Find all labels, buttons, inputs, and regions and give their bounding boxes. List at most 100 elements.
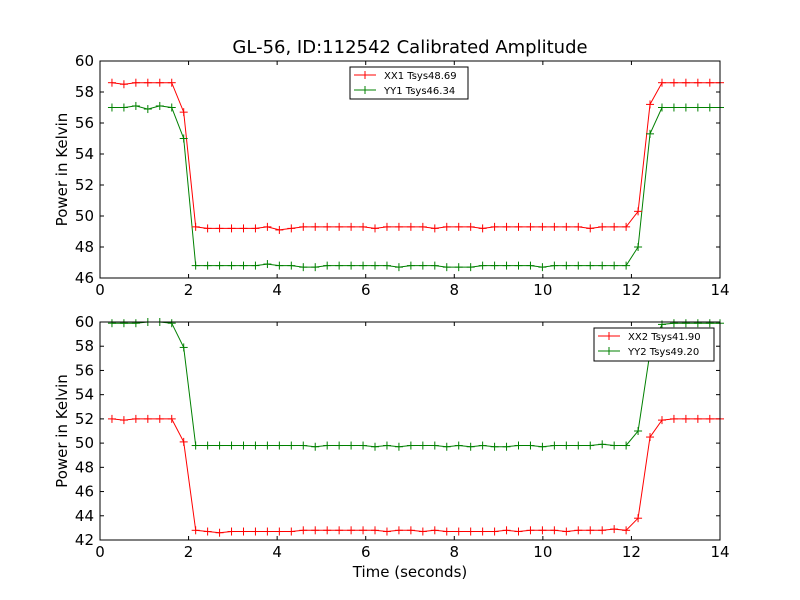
data-point xyxy=(514,441,523,450)
data-point xyxy=(382,441,391,450)
data-point xyxy=(143,105,152,114)
data-point xyxy=(251,441,260,450)
data-point xyxy=(562,261,571,270)
data-point xyxy=(502,442,511,451)
top-legend-entries: XX1 Tsys48.69 YY1 Tsys46.34 xyxy=(354,71,457,97)
data-point xyxy=(693,78,702,87)
y-tick-label: 48 xyxy=(75,238,94,256)
data-point xyxy=(418,261,427,270)
data-point xyxy=(622,526,631,535)
data-point xyxy=(454,263,463,272)
data-point xyxy=(311,222,320,231)
y-tick-label: 42 xyxy=(75,531,94,549)
data-point xyxy=(610,525,619,534)
data-point xyxy=(442,222,451,231)
data-point xyxy=(610,261,619,270)
data-point xyxy=(287,441,296,450)
data-point xyxy=(287,224,296,233)
data-point xyxy=(227,261,236,270)
series-line-1 xyxy=(112,321,720,448)
y-tick-label: 50 xyxy=(75,207,94,225)
data-point xyxy=(669,103,678,112)
data-point xyxy=(335,441,344,450)
data-point xyxy=(406,261,415,270)
data-point xyxy=(263,260,272,269)
data-point xyxy=(514,527,523,536)
data-point xyxy=(119,80,128,89)
data-point xyxy=(502,526,511,535)
data-point xyxy=(155,414,164,423)
data-point xyxy=(203,261,212,270)
data-point xyxy=(646,433,655,442)
data-point xyxy=(311,263,320,272)
data-point xyxy=(167,319,176,328)
x-tick-label: 6 xyxy=(361,543,371,561)
data-point xyxy=(323,222,332,231)
data-point xyxy=(371,526,380,535)
data-point xyxy=(251,527,260,536)
data-point xyxy=(705,103,714,112)
data-point xyxy=(574,222,583,231)
data-point xyxy=(323,526,332,535)
data-point xyxy=(275,261,284,270)
data-point xyxy=(466,527,475,536)
bottom-series-lines xyxy=(111,321,720,534)
data-point xyxy=(359,526,368,535)
data-point xyxy=(251,224,260,233)
y-tick-label: 52 xyxy=(75,410,94,428)
legend-label: YY2 Tsys49.20 xyxy=(627,347,699,358)
data-point xyxy=(119,103,128,112)
data-point xyxy=(119,416,128,425)
y-tick-label: 58 xyxy=(75,337,94,355)
data-point xyxy=(394,526,403,535)
bottom-axes-frame xyxy=(99,321,721,541)
data-point xyxy=(131,101,140,110)
data-point xyxy=(442,442,451,451)
x-tick-label: 0 xyxy=(95,281,105,299)
x-tick-label: 8 xyxy=(450,281,460,299)
data-point xyxy=(406,222,415,231)
y-tick-label: 46 xyxy=(75,269,94,287)
data-point xyxy=(371,442,380,451)
data-point xyxy=(382,527,391,536)
data-point xyxy=(598,526,607,535)
data-point xyxy=(167,78,176,87)
data-point xyxy=(705,319,714,328)
data-point xyxy=(502,261,511,270)
data-point xyxy=(394,222,403,231)
data-point xyxy=(191,261,200,270)
data-point xyxy=(203,224,212,233)
data-point xyxy=(347,441,356,450)
bottom-legend-entries: XX2 Tsys41.90 YY2 Tsys49.20 xyxy=(598,332,701,358)
legend-label: XX2 Tsys41.90 xyxy=(628,332,701,343)
data-point xyxy=(681,78,690,87)
x-tick-label: 14 xyxy=(710,543,729,561)
data-point xyxy=(574,261,583,270)
data-point xyxy=(371,224,380,233)
data-point xyxy=(418,222,427,231)
y-tick-label: 50 xyxy=(75,434,94,452)
data-point xyxy=(526,261,535,270)
data-point xyxy=(179,108,188,117)
data-point xyxy=(466,263,475,272)
data-point xyxy=(430,261,439,270)
data-point xyxy=(179,134,188,143)
data-point xyxy=(454,441,463,450)
data-point xyxy=(167,103,176,112)
data-point xyxy=(586,441,595,450)
x-tick-label: 4 xyxy=(272,281,282,299)
data-point xyxy=(203,527,212,536)
data-point xyxy=(478,224,487,233)
y-tick-label: 44 xyxy=(75,507,94,525)
data-point xyxy=(263,441,272,450)
data-point xyxy=(681,103,690,112)
top-y-axis-label: Power in Kelvin xyxy=(53,113,71,227)
data-point xyxy=(610,441,619,450)
data-point xyxy=(239,441,248,450)
x-tick-label: 2 xyxy=(184,281,194,299)
data-point xyxy=(478,527,487,536)
y-tick-label: 56 xyxy=(75,361,94,379)
data-point xyxy=(538,442,547,451)
